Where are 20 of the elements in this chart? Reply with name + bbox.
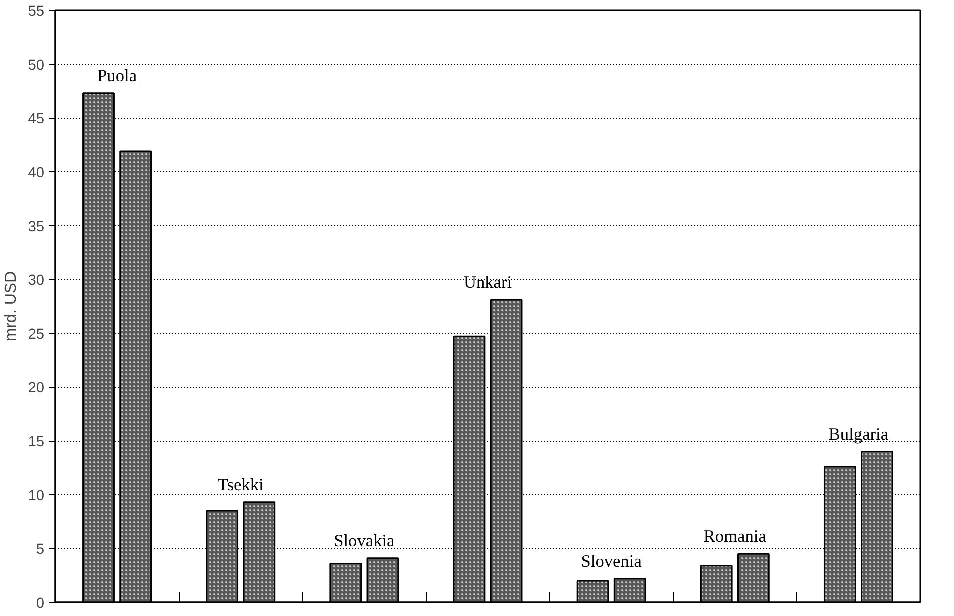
x-tick-label: Slovenia [581, 552, 642, 571]
x-tick-label: Romania [704, 527, 767, 546]
y-tick-label: 35 [28, 219, 45, 236]
y-tick-label: 15 [28, 434, 45, 451]
y-tick-label: 10 [28, 488, 45, 504]
y-tick-label: 0 [36, 596, 45, 612]
x-tick-label: Puola [98, 66, 138, 86]
y-tick-label: 5 [36, 542, 45, 558]
y-tick-label: 40 [28, 165, 45, 182]
x-tick-label: Bulgaria [828, 424, 889, 444]
y-axis-title: mrd. USD [3, 271, 20, 342]
y-tick-label: 55 [28, 4, 45, 20]
x-tick-label: Slovakia [334, 531, 396, 550]
y-tick-label: 25 [28, 326, 45, 343]
y-tick-label: 50 [28, 58, 45, 74]
y-tick-label: 20 [28, 380, 45, 397]
x-tick-label: Tsekki [218, 475, 264, 494]
x-tick-label: Unkari [464, 273, 512, 292]
y-tick-label: 45 [28, 112, 45, 128]
y-tick-label: 30 [28, 273, 45, 290]
